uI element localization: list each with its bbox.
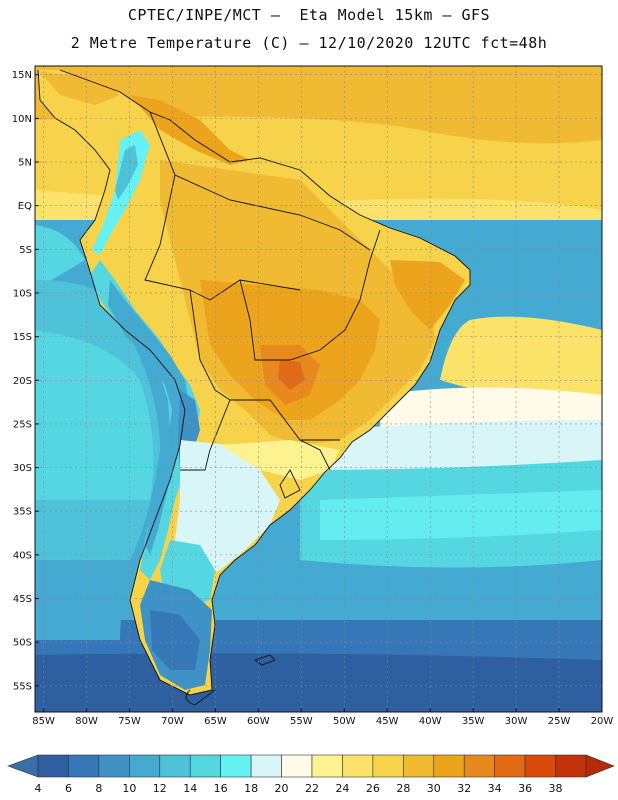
- lat-label: 10S: [13, 288, 32, 299]
- lon-label: 55W: [290, 716, 313, 727]
- colorbar-label: 6: [65, 782, 72, 795]
- lat-label: 45S: [13, 594, 32, 605]
- colorbar-label: 20: [275, 782, 289, 795]
- colorbar-swatch: [68, 754, 100, 778]
- lon-label: 30W: [505, 716, 528, 727]
- lat-label: EQ: [18, 201, 32, 212]
- colorbar-label: 18: [244, 782, 258, 795]
- colorbar-swatch: [494, 754, 526, 778]
- colorbar-swatch: [37, 754, 69, 778]
- lon-label: 75W: [118, 716, 141, 727]
- map-frame: [34, 65, 603, 713]
- colorbar-label: 14: [183, 782, 197, 795]
- lon-label: 20W: [591, 716, 614, 727]
- colorbar-swatch: [555, 754, 587, 778]
- colorbar-swatch: [281, 754, 313, 778]
- lat-label: 15N: [12, 70, 32, 81]
- colorbar: 4 6 8 10 12 14 16 18 20 22 24 26 28 30 32 34 36 38: [7, 754, 615, 795]
- colorbar-label: 22: [305, 782, 319, 795]
- lon-label: 85W: [32, 716, 55, 727]
- colorbar-swatch: [220, 754, 252, 778]
- longitude-labels: 85W 80W 75W 70W 65W 60W 55W 50W 45W 40W 35W 30W 25W 2…: [32, 708, 613, 727]
- lat-label: 20S: [13, 376, 32, 387]
- lat-label: 5N: [18, 158, 32, 169]
- colorbar-swatch: [463, 754, 495, 778]
- colorbar-label: 28: [396, 782, 410, 795]
- coastlines: [37, 69, 471, 706]
- colorbar-swatch: [129, 754, 161, 778]
- lat-label: 15S: [13, 332, 32, 343]
- lat-label: 30S: [13, 463, 32, 474]
- lat-label: 50S: [13, 638, 32, 649]
- lon-label: 65W: [204, 716, 227, 727]
- colorbar-label: 32: [457, 782, 471, 795]
- colorbar-swatch: [433, 754, 465, 778]
- lon-label: 40W: [419, 716, 442, 727]
- colorbar-label: 4: [35, 782, 42, 795]
- colorbar-label: 10: [122, 782, 136, 795]
- lon-label: 45W: [376, 716, 399, 727]
- colorbar-swatch: [189, 754, 221, 778]
- lat-label: 55S: [13, 681, 32, 692]
- temperature-field: [35, 66, 602, 712]
- colorbar-label: 30: [427, 782, 441, 795]
- lon-label: 50W: [333, 716, 356, 727]
- lat-label: 5S: [19, 245, 32, 256]
- colorbar-label: 12: [153, 782, 167, 795]
- colorbar-label: 16: [214, 782, 228, 795]
- lat-label: 40S: [13, 550, 32, 561]
- colorbar-swatch: [311, 754, 343, 778]
- colorbar-label: 26: [366, 782, 380, 795]
- lon-label: 60W: [247, 716, 270, 727]
- title-line-2: 2 Metre Temperature (C) – 12/10/2020 12U…: [70, 34, 548, 52]
- colorbar-label: 8: [95, 782, 102, 795]
- colorbar-swatch: [403, 754, 435, 778]
- colorbar-label: 38: [549, 782, 563, 795]
- lat-label: 10N: [12, 114, 32, 125]
- lon-label: 35W: [462, 716, 485, 727]
- lon-label: 80W: [75, 716, 98, 727]
- colorbar-swatch: [98, 754, 130, 778]
- lon-label: 70W: [161, 716, 184, 727]
- colorbar-max-arrow: [585, 754, 615, 778]
- colorbar-swatch: [372, 754, 404, 778]
- colorbar-min-arrow: [7, 754, 39, 778]
- colorbar-swatch: [250, 754, 282, 778]
- latitude-labels: 15N 10N 5N EQ 5S 10S 15S 20S 25S 30S 35S 40S 45S 50S 5…: [12, 70, 39, 692]
- title-line-1: CPTEC/INPE/MCT – Eta Model 15km – GFS: [127, 6, 491, 24]
- lat-label: 35S: [13, 507, 32, 518]
- lat-label: 25S: [13, 419, 32, 430]
- colorbar-swatch: [524, 754, 556, 778]
- colorbar-label: 24: [335, 782, 349, 795]
- colorbar-label: 36: [518, 782, 532, 795]
- colorbar-label: 34: [488, 782, 502, 795]
- colorbar-swatch: [342, 754, 374, 778]
- colorbar-swatch: [159, 754, 191, 778]
- lon-label: 25W: [548, 716, 571, 727]
